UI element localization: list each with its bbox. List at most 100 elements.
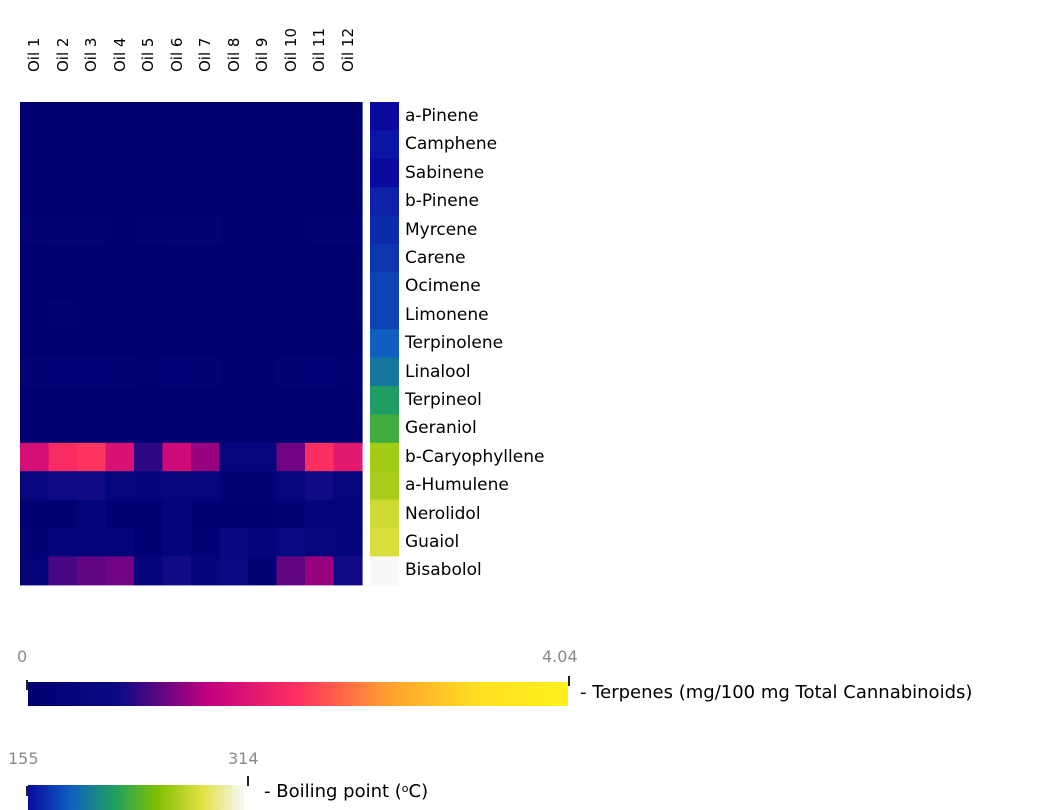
- heatmap-cell: [276, 300, 306, 330]
- bp-scale-right-tick: [247, 776, 249, 786]
- heatmap-cell: [276, 102, 306, 131]
- heatmap-cell: [105, 215, 135, 245]
- boiling-point-cell: [370, 329, 399, 359]
- heatmap-cell: [48, 414, 78, 444]
- heatmap-cell: [134, 414, 164, 444]
- heatmap-cell: [162, 187, 192, 217]
- heatmap-cell: [48, 357, 78, 387]
- boiling-point-cell: [370, 528, 399, 557]
- heatmap-cell: [333, 528, 363, 557]
- heatmap-cell: [162, 244, 192, 273]
- heatmap-cell: [191, 300, 221, 330]
- heatmap-cell: [305, 528, 335, 557]
- heatmap-cell: [219, 102, 249, 131]
- heatmap-cell: [77, 272, 107, 302]
- heatmap-cell: [105, 300, 135, 330]
- row-label: Myrcene: [405, 219, 478, 240]
- heatmap-cell: [162, 215, 192, 245]
- column-label: Oil 3: [82, 37, 100, 72]
- heatmap-cell: [248, 158, 278, 188]
- heatmap-cell: [248, 102, 278, 131]
- heatmap-cell: [191, 215, 221, 245]
- heatmap-cell: [162, 414, 192, 444]
- heatmap-cell: [276, 442, 306, 472]
- heatmap-cell: [162, 300, 192, 330]
- heatmap-cell: [305, 272, 335, 302]
- column-label: Oil 8: [224, 37, 243, 72]
- column-label: Oil 9: [253, 37, 271, 72]
- heatmap-cell: [162, 556, 192, 586]
- heatmap-cell: [305, 386, 335, 415]
- heatmap-cell: [248, 329, 278, 359]
- boiling-point-cell: [370, 386, 399, 415]
- heatmap-cell: [20, 329, 50, 359]
- heatmap-cell: [248, 244, 278, 273]
- heatmap-cell: [248, 528, 278, 557]
- heatmap-cell: [219, 215, 249, 245]
- heatmap-cell: [276, 130, 306, 160]
- heatmap-cell: [105, 187, 135, 217]
- heatmap-cell: [77, 102, 107, 131]
- heatmap-cell: [219, 442, 249, 472]
- heatmap-cell: [162, 442, 192, 472]
- heatmap-cell: [276, 528, 306, 557]
- heatmap-cell: [305, 499, 335, 529]
- heatmap-cell: [333, 386, 363, 415]
- heatmap-cell: [77, 556, 107, 586]
- heatmap-cell: [48, 556, 78, 586]
- heatmap-cell: [20, 471, 50, 501]
- boiling-point-cell: [370, 244, 399, 273]
- heatmap-cell: [276, 499, 306, 529]
- heatmap-cell: [248, 300, 278, 330]
- heatmap-cell: [191, 244, 221, 273]
- heatmap-cell: [305, 300, 335, 330]
- heatmap-cell: [77, 130, 107, 160]
- heatmap-cell: [77, 357, 107, 387]
- heatmap-cell: [134, 272, 164, 302]
- row-label: Guaiol: [405, 532, 460, 552]
- heatmap-cell: [77, 499, 107, 529]
- heatmap-cell: [20, 499, 50, 529]
- row-label: Limonene: [405, 304, 489, 325]
- row-label: Terpinolene: [405, 333, 504, 354]
- heatmap-cell: [276, 158, 306, 188]
- heatmap-cell: [134, 556, 164, 586]
- heatmap-cell: [48, 187, 78, 217]
- heatmap-cell: [305, 102, 335, 131]
- heatmap-cell: [219, 556, 249, 586]
- heatmap-cell: [191, 386, 221, 415]
- terpene-color-scale: [28, 682, 568, 706]
- heatmap-cell: [305, 556, 335, 586]
- heatmap-cell: [20, 528, 50, 557]
- column-label: Oil 1: [25, 37, 43, 72]
- heatmap-cell: [105, 158, 135, 188]
- boiling-point-cell: [370, 442, 399, 472]
- heatmap-cell: [20, 244, 50, 273]
- heatmap-cell: [77, 442, 107, 472]
- heatmap-cell: [105, 442, 135, 472]
- bp-label-prefix: - Boiling point (: [264, 781, 402, 802]
- heatmap-cell: [191, 471, 221, 501]
- heatmap-cell: [105, 329, 135, 359]
- heatmap-cell: [191, 414, 221, 444]
- heatmap-cell: [333, 130, 363, 160]
- terpene-scale-right-tick: [568, 676, 570, 686]
- heatmap-cell: [162, 158, 192, 188]
- heatmap-cell: [305, 215, 335, 245]
- heatmap-cell: [219, 300, 249, 330]
- heatmap-cell: [134, 130, 164, 160]
- boiling-point-strip: [370, 102, 399, 586]
- heatmap-cell: [48, 499, 78, 529]
- bp-scale-left-tick: [26, 786, 28, 796]
- heatmap-cell: [77, 386, 107, 415]
- boiling-point-cell: [370, 471, 399, 501]
- heatmap-cell: [105, 556, 135, 586]
- heatmap-cell: [105, 357, 135, 387]
- heatmap-cell: [248, 215, 278, 245]
- heatmap-cell: [105, 471, 135, 501]
- heatmap-cell: [333, 471, 363, 501]
- heatmap-cell: [248, 357, 278, 387]
- heatmap-cell: [77, 329, 107, 359]
- heatmap-cell: [48, 329, 78, 359]
